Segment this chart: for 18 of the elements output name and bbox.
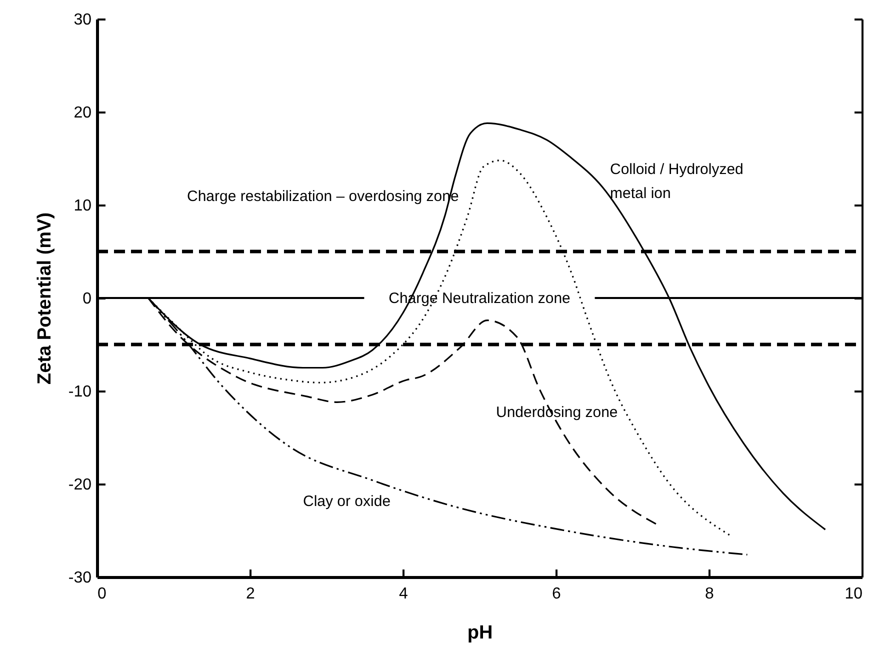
y-axis-title: Zeta Potential (mV) xyxy=(34,212,56,385)
x-tick-label: 10 xyxy=(844,586,863,602)
y-tick-label: 10 xyxy=(74,198,92,214)
series-label: Colloid / Hydrolyzed metal ion xyxy=(610,161,744,202)
x-tick-label: 0 xyxy=(98,586,106,602)
x-tick-label: 8 xyxy=(705,586,714,602)
x-tick-label: 4 xyxy=(399,586,408,602)
x-tick-label: 6 xyxy=(552,586,562,602)
y-tick-label: -20 xyxy=(68,476,92,494)
y-tick-label: 30 xyxy=(74,12,92,28)
x-axis-title: pH xyxy=(467,622,493,644)
y-tick-label: 0 xyxy=(82,290,92,308)
y-tick-label: 20 xyxy=(74,104,92,122)
annotation: Underdosing zone xyxy=(496,404,618,421)
y-tick-label: -30 xyxy=(68,570,92,586)
series-label: Clay or oxide xyxy=(303,493,391,510)
x-tick-label: 2 xyxy=(246,586,256,602)
y-tick-label: -10 xyxy=(68,384,92,400)
